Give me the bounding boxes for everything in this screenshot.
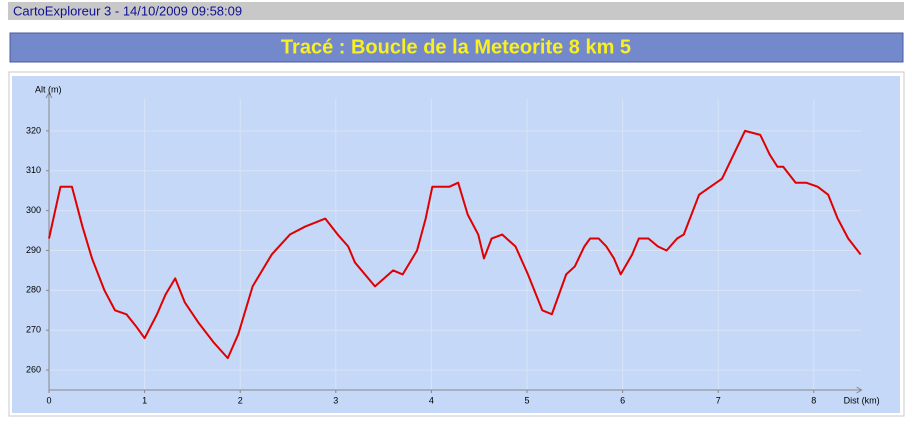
x-tick-label: 7 — [716, 395, 721, 405]
y-tick-label: 300 — [26, 205, 41, 215]
plot-area — [12, 76, 900, 413]
y-axis-label: Alt (m) — [35, 84, 62, 94]
x-tick-label: 6 — [620, 395, 625, 405]
x-tick-label: 0 — [46, 395, 51, 405]
y-axis-arrow — [45, 92, 53, 99]
x-tick-label: 4 — [429, 395, 434, 405]
x-tick-label: 3 — [333, 395, 338, 405]
title-bar — [9, 32, 904, 63]
elevation-line — [48, 129, 862, 360]
y-tick-label: 260 — [26, 364, 41, 374]
chart-title: Tracé : Boucle de la Meteorite 8 km 5 — [281, 36, 631, 58]
x-tick-label: 2 — [238, 395, 243, 405]
y-tick-label: 320 — [26, 125, 41, 135]
x-tick-label: 8 — [811, 395, 816, 405]
header-text: CartoExploreur 3 - 14/10/2009 09:58:09 — [13, 3, 242, 18]
header-bar — [8, 2, 904, 20]
y-tick-label: 270 — [26, 325, 41, 335]
y-tick-label: 280 — [26, 285, 41, 295]
y-tick-label: 310 — [26, 165, 41, 175]
x-tick-label: 1 — [142, 395, 147, 405]
y-tick-label: 290 — [26, 245, 41, 255]
plot: 260 270 280 290 300 310 320 0 1 2 3 4 5 6 7 8 Alt (m) Dis… — [26, 84, 880, 405]
x-tick-label: 5 — [524, 395, 529, 405]
x-axis-label: Dist (km) — [844, 395, 880, 405]
x-axis-arrow — [856, 386, 863, 394]
